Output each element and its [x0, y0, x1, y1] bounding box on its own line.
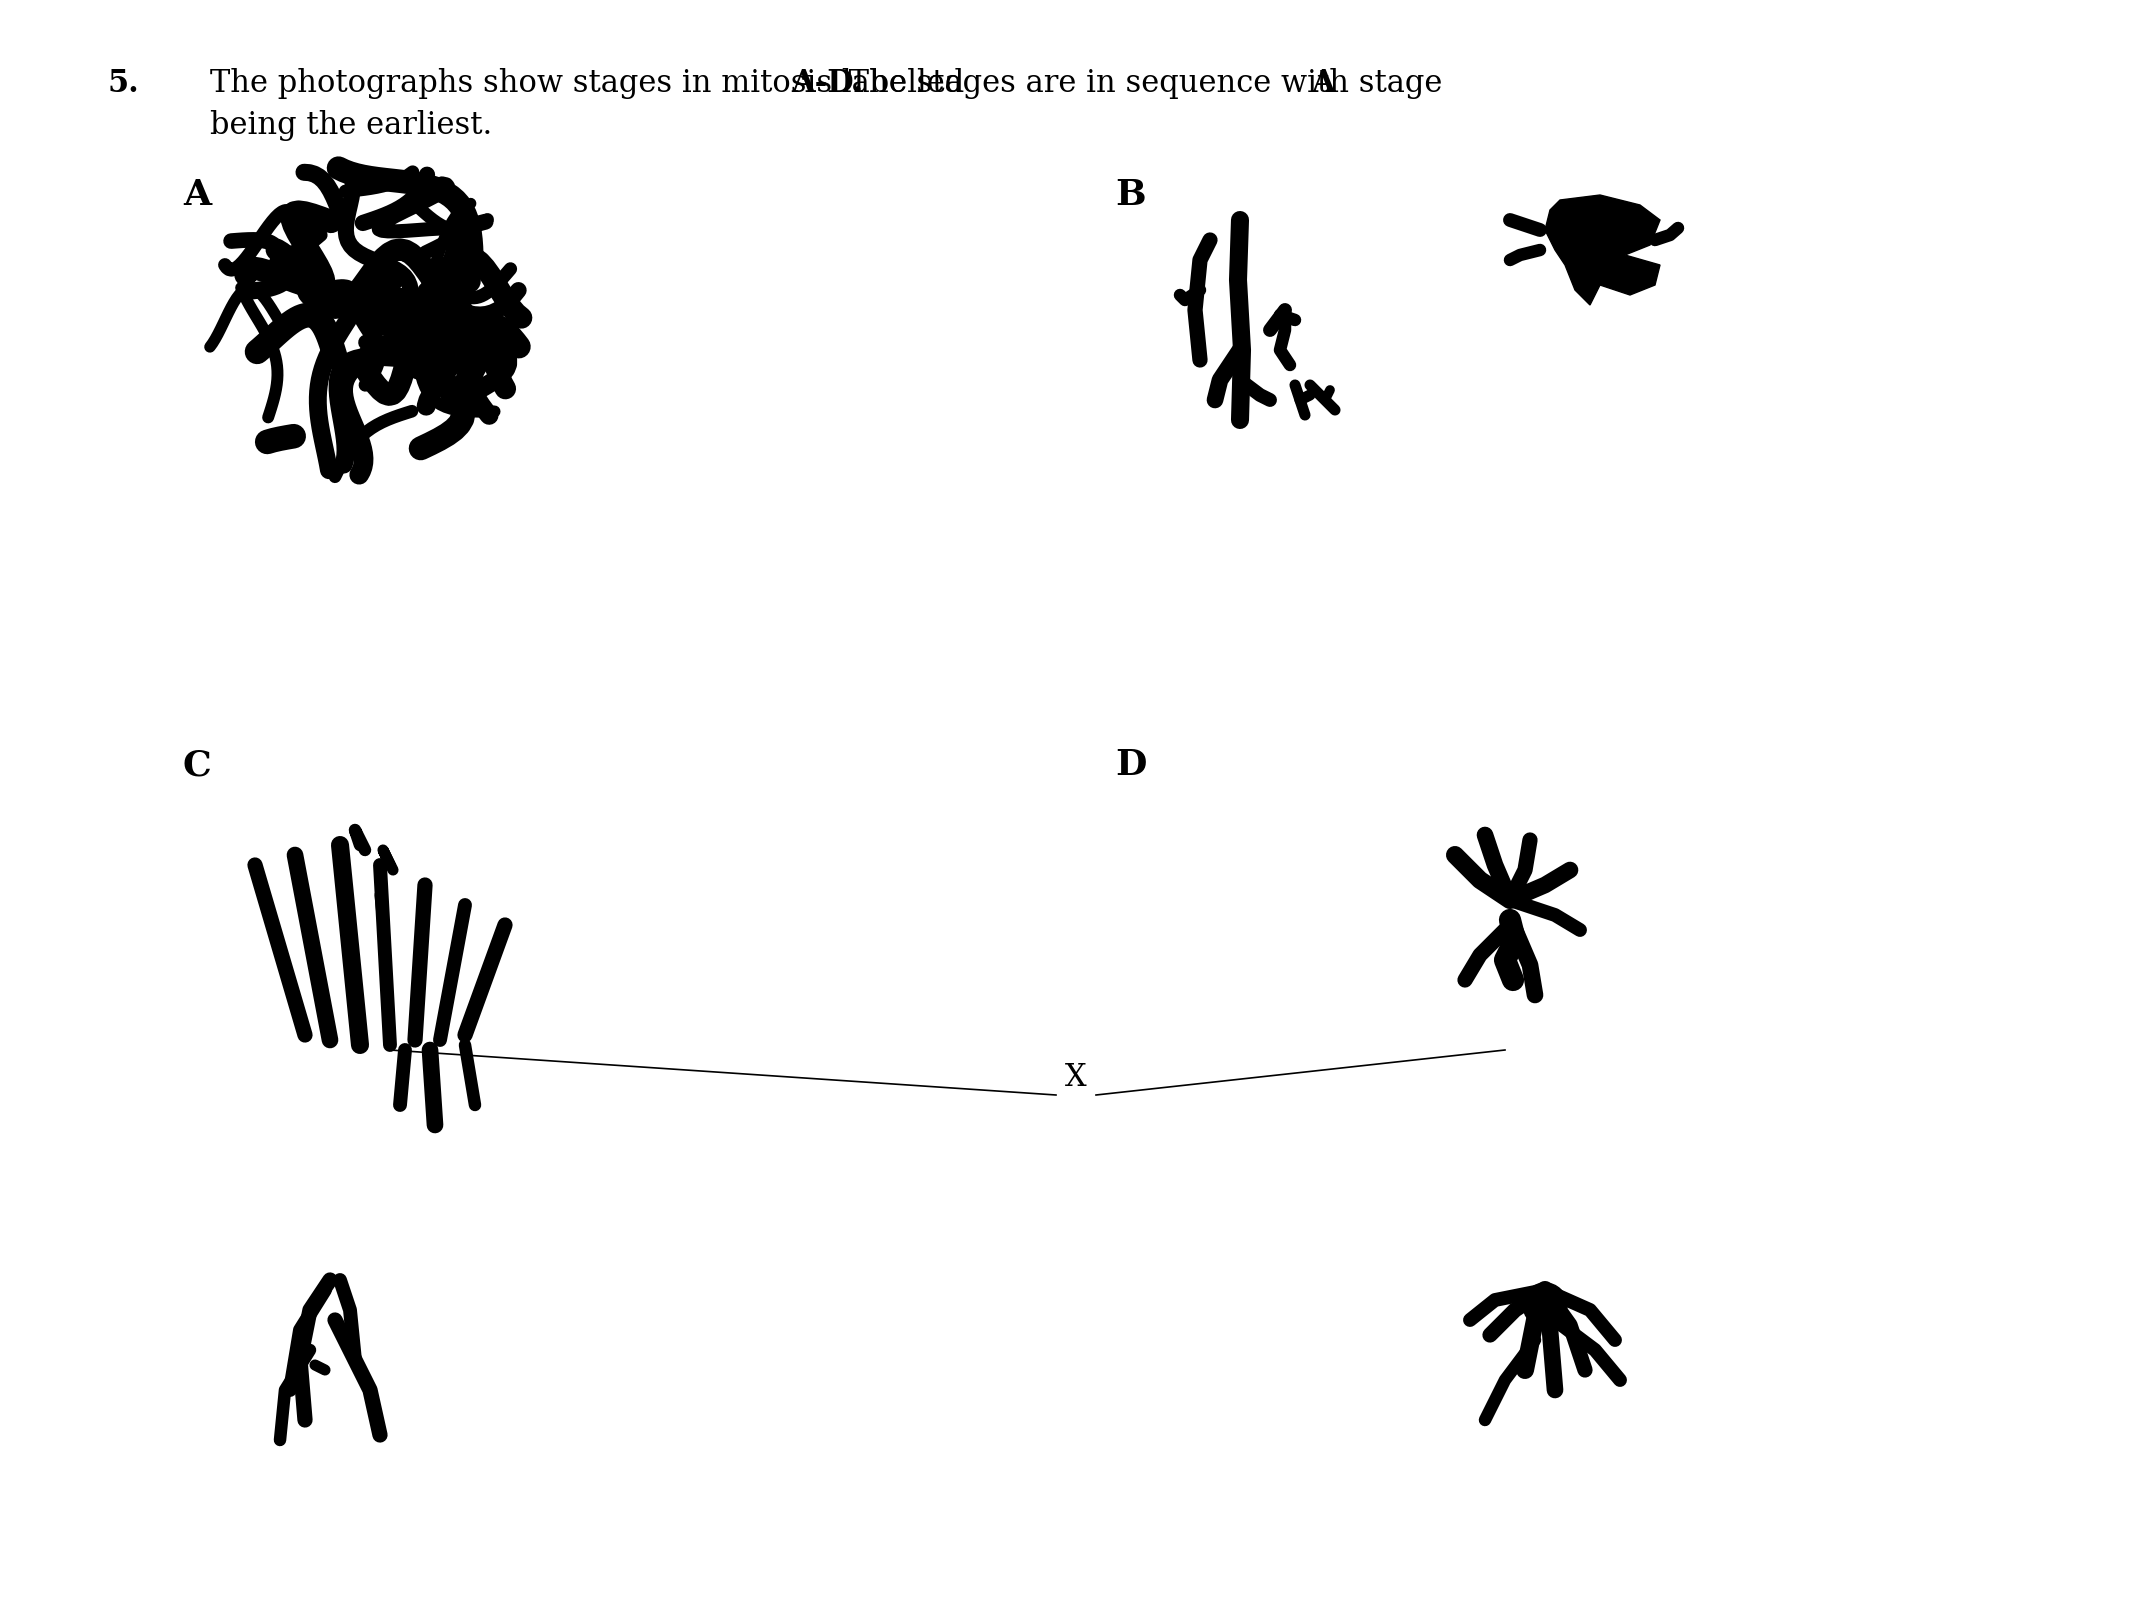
- Polygon shape: [1545, 195, 1659, 305]
- Text: A: A: [1311, 68, 1334, 98]
- Circle shape: [1524, 1283, 1567, 1327]
- Text: The stages are in sequence with stage: The stages are in sequence with stage: [839, 68, 1453, 98]
- Text: B: B: [1115, 178, 1145, 211]
- Text: X: X: [1065, 1062, 1087, 1093]
- Text: D: D: [1115, 747, 1147, 783]
- Text: being the earliest.: being the earliest.: [211, 110, 493, 140]
- Text: The photographs show stages in mitosis labelled: The photographs show stages in mitosis l…: [211, 68, 975, 98]
- Text: 5.: 5.: [108, 68, 140, 98]
- Text: A: A: [183, 178, 211, 211]
- Text: A-D.: A-D.: [790, 68, 863, 98]
- Text: C: C: [183, 747, 211, 783]
